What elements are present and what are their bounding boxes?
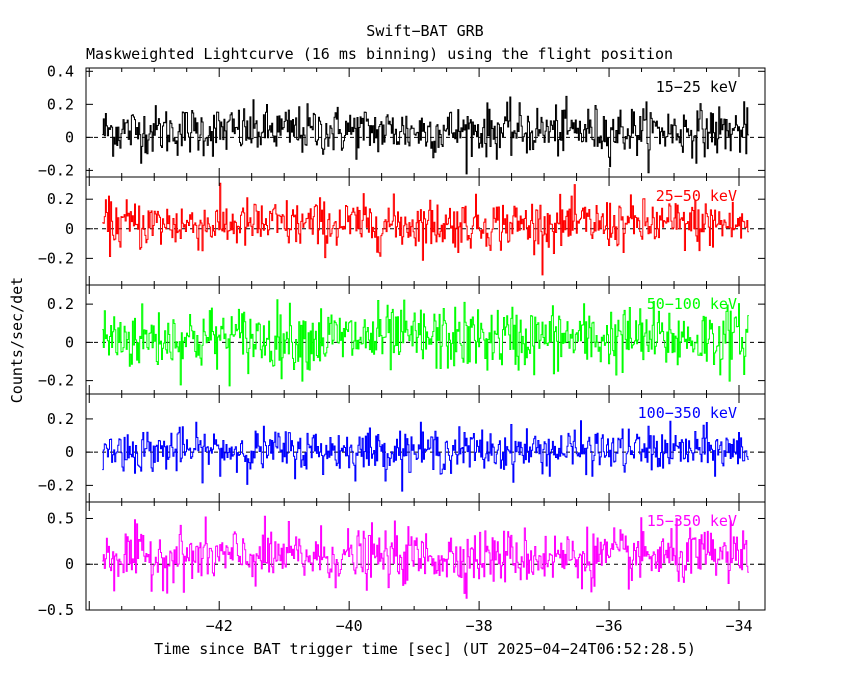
chart-title: Swift−BAT GRB bbox=[366, 22, 483, 40]
series-line bbox=[102, 299, 749, 387]
y-tick-label: 0.2 bbox=[47, 95, 74, 113]
series-line bbox=[102, 182, 749, 276]
panel-4: −0.5 0 0.5 15−350 keV bbox=[38, 509, 765, 619]
plot-frame bbox=[85, 67, 766, 611]
x-tick-label: −40 bbox=[336, 617, 363, 635]
band-label: 50−100 keV bbox=[647, 295, 737, 313]
y-tick-label: −0.2 bbox=[38, 249, 74, 267]
band-label: 15−25 keV bbox=[656, 78, 737, 96]
series-line bbox=[102, 515, 749, 599]
panel-3: −0.2 0 0.2 100−350 keV bbox=[38, 404, 765, 503]
panel-2: −0.2 0 0.2 50−100 keV bbox=[38, 295, 765, 395]
panels-group: −0.200.20.415−25 keV−0.200.2 25−50 keV−0.… bbox=[38, 62, 765, 619]
band-label: 25−50 keV bbox=[656, 187, 737, 205]
y-axis-label: Counts/sec/det bbox=[8, 277, 26, 403]
y-tick-label: −0.2 bbox=[38, 161, 74, 179]
x-tick-label: −38 bbox=[466, 617, 493, 635]
y-tick-label: 0 bbox=[65, 128, 74, 146]
y-tick-label: 0 bbox=[65, 443, 74, 461]
y-tick-label: 0.2 bbox=[47, 190, 74, 208]
x-tick-label: −34 bbox=[725, 617, 752, 635]
y-tick-label: −0.5 bbox=[38, 601, 74, 619]
x-axis-ticks: −42 −40 −38 −36 −34 bbox=[88, 68, 753, 635]
y-tick-label: 0.2 bbox=[47, 410, 74, 428]
x-tick-label: −42 bbox=[206, 617, 233, 635]
band-label: 15−350 keV bbox=[647, 512, 737, 530]
y-tick-label: 0 bbox=[65, 555, 74, 573]
y-tick-label: 0.2 bbox=[47, 295, 74, 313]
y-tick-label: 0.5 bbox=[47, 509, 74, 527]
chart-subtitle: Maskweighted Lightcurve (16 ms binning) … bbox=[86, 45, 673, 63]
series-line bbox=[102, 95, 749, 175]
band-label: 100−350 keV bbox=[638, 404, 737, 422]
x-axis-label: Time since BAT trigger time [sec] (UT 20… bbox=[154, 640, 696, 658]
series-line bbox=[102, 420, 749, 492]
y-tick-label: 0 bbox=[65, 220, 74, 238]
y-tick-label: −0.2 bbox=[38, 476, 74, 494]
panel-0: −0.2 0 0.2 0.4 15−25 keV bbox=[38, 62, 765, 179]
y-tick-label: 0.4 bbox=[47, 62, 74, 80]
y-tick-label: 0 bbox=[65, 333, 74, 351]
panel-1: −0.2 0 0.2 25−50 keV bbox=[38, 182, 765, 286]
x-tick-label: −36 bbox=[596, 617, 623, 635]
y-tick-label: −0.2 bbox=[38, 372, 74, 390]
